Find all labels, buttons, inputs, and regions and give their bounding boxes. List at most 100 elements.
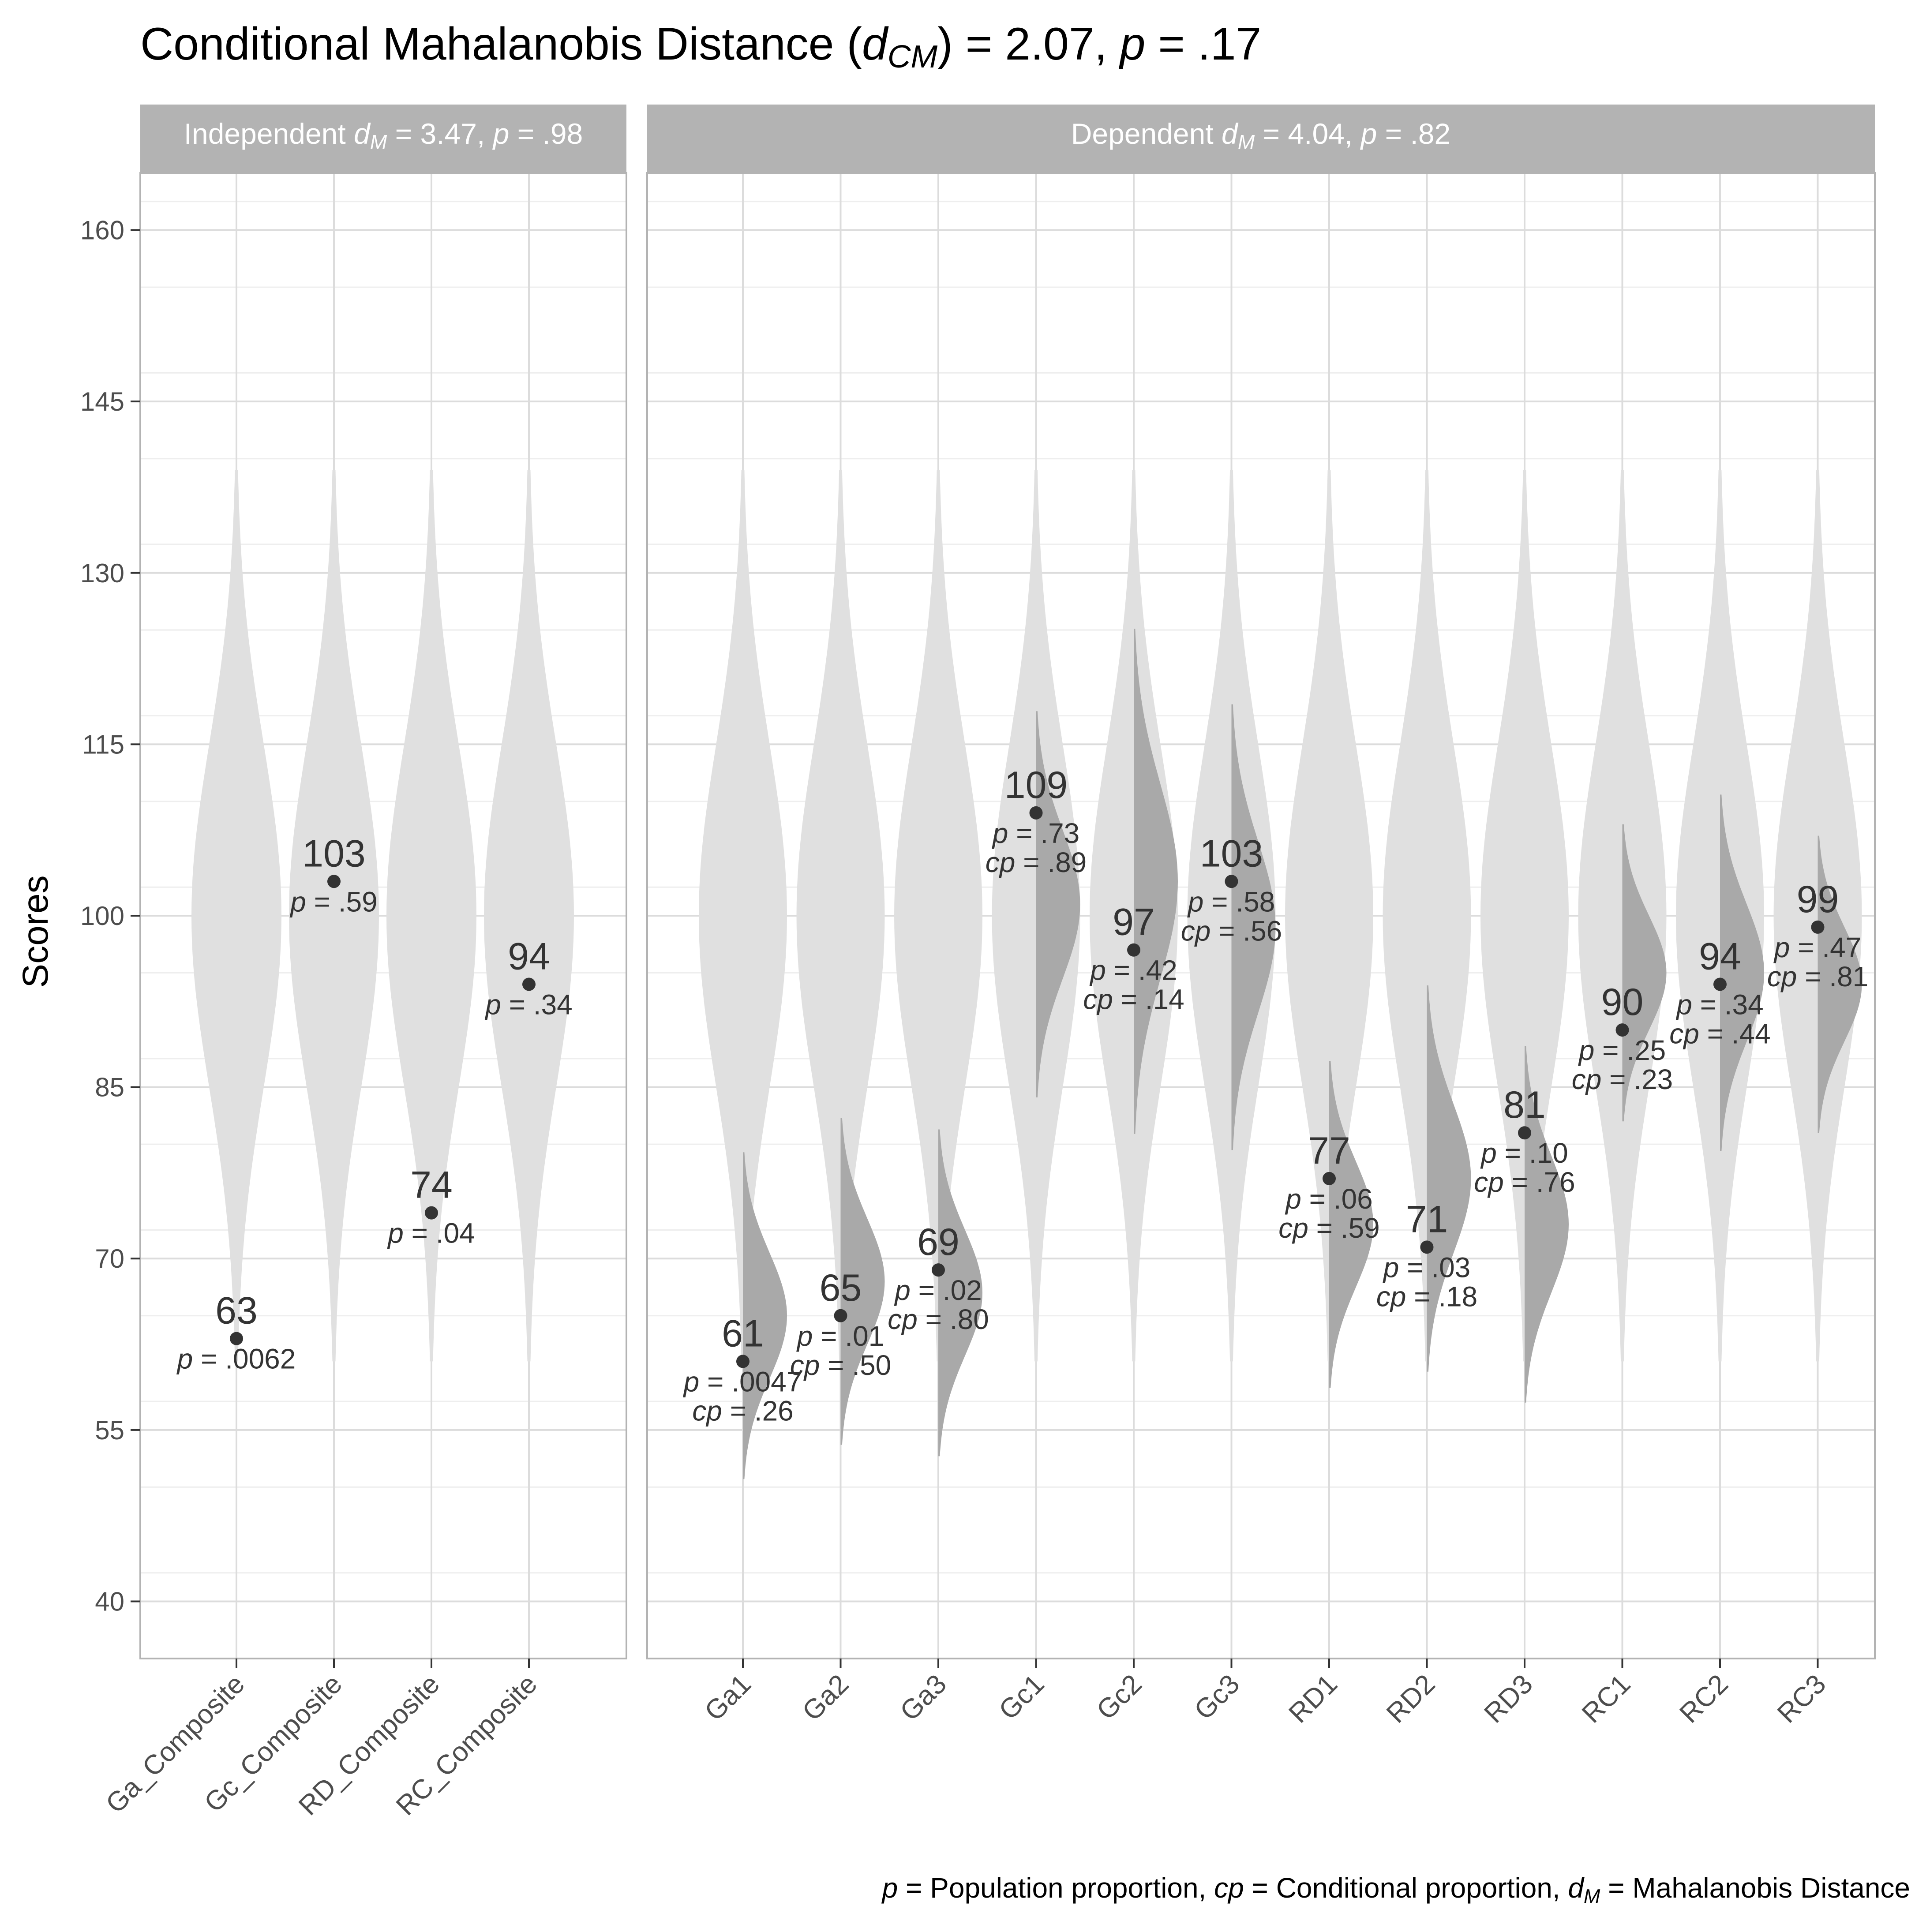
population-violin xyxy=(386,470,476,1362)
score-label: 63 xyxy=(215,1290,258,1332)
y-axis-label: Scores xyxy=(15,875,56,988)
score-point xyxy=(1420,1240,1434,1254)
strip-label-independent: Independent dM = 3.47, p = .98 xyxy=(184,117,583,154)
score-label: 74 xyxy=(410,1164,453,1206)
x-tick-label: Gc1 xyxy=(993,1669,1050,1726)
score-label: 109 xyxy=(1004,764,1068,806)
x-tick-label: RD3 xyxy=(1478,1669,1538,1729)
strip-label-dependent: Dependent dM = 4.04, p = .82 xyxy=(1071,117,1451,154)
score-label: 99 xyxy=(1797,878,1839,921)
x-tick-label: RC1 xyxy=(1576,1669,1636,1729)
x-tick-label: Gc2 xyxy=(1091,1669,1148,1726)
score-point xyxy=(932,1263,945,1277)
score-point xyxy=(1127,943,1140,957)
conditional-violin xyxy=(1622,824,1667,1122)
conditional-violin xyxy=(743,1152,787,1479)
y-tick-label: 145 xyxy=(80,387,124,416)
x-tick-label: Ga3 xyxy=(894,1669,952,1727)
population-violin xyxy=(894,470,982,1362)
population-violin xyxy=(484,470,574,1362)
y-tick-label: 40 xyxy=(95,1587,124,1616)
score-label: 94 xyxy=(1699,935,1741,977)
p-label: p = .01 xyxy=(796,1320,884,1352)
p-label: p = .0062 xyxy=(176,1343,296,1375)
p-label: p = .0047 xyxy=(683,1366,802,1397)
conditional-violin xyxy=(1720,794,1764,1151)
score-point xyxy=(1713,977,1727,991)
p-label: p = .42 xyxy=(1089,955,1177,986)
cp-label: cp = .89 xyxy=(986,846,1087,878)
conditional-violin xyxy=(938,1129,982,1456)
x-tick-label: Ga2 xyxy=(797,1669,855,1727)
p-label: p = .34 xyxy=(484,988,573,1020)
score-label: 71 xyxy=(1406,1198,1448,1240)
conditional-violin xyxy=(840,1118,885,1445)
score-point xyxy=(736,1355,750,1368)
score-label: 81 xyxy=(1503,1084,1546,1126)
p-label: p = .04 xyxy=(387,1217,475,1249)
cp-label: cp = .18 xyxy=(1376,1281,1478,1312)
x-tick-label: Ga1 xyxy=(699,1669,757,1727)
score-point xyxy=(834,1309,847,1322)
score-label: 97 xyxy=(1113,901,1155,944)
panel-border xyxy=(646,172,1876,1659)
score-point xyxy=(230,1332,243,1345)
conditional-violin xyxy=(1036,711,1080,1097)
p-label: p = .03 xyxy=(1383,1251,1471,1283)
y-tick-label: 115 xyxy=(82,730,124,759)
p-label: p = .25 xyxy=(1578,1034,1666,1066)
population-violin xyxy=(1383,470,1471,1362)
conditional-violin xyxy=(1818,835,1862,1133)
score-point xyxy=(1029,806,1043,820)
x-tick-label: RD2 xyxy=(1381,1669,1441,1729)
score-point xyxy=(1518,1126,1531,1140)
x-tick-label: RC3 xyxy=(1772,1669,1832,1729)
score-label: 94 xyxy=(508,935,550,977)
x-tick-label: Gc3 xyxy=(1188,1669,1245,1726)
strip-dependent: Dependent dM = 4.04, p = .82 xyxy=(647,105,1875,172)
y-tick-label: 130 xyxy=(80,558,124,588)
score-label: 69 xyxy=(917,1221,959,1263)
cp-label: cp = .56 xyxy=(1181,915,1282,947)
x-tick-label: RC2 xyxy=(1674,1669,1734,1729)
score-point xyxy=(1323,1172,1336,1185)
population-violin xyxy=(1285,470,1373,1362)
strip-bg-dependent xyxy=(647,105,1875,172)
conditional-violin xyxy=(1329,1061,1373,1388)
cp-label: cp = .76 xyxy=(1474,1166,1575,1198)
y-tick-label: 100 xyxy=(80,901,124,931)
p-label: p = .59 xyxy=(289,886,378,917)
p-label: p = .58 xyxy=(1187,886,1275,917)
score-point xyxy=(1811,920,1825,934)
score-point xyxy=(425,1206,438,1220)
chart-title: Conditional Mahalanobis Distance (dCM) =… xyxy=(140,19,1261,75)
conditional-violin xyxy=(1427,985,1471,1372)
y-tick-label: 160 xyxy=(80,216,124,245)
p-label: p = .34 xyxy=(1675,988,1764,1020)
cp-label: cp = .80 xyxy=(888,1303,989,1335)
chart-caption: p = Population proportion, cp = Conditio… xyxy=(881,1872,1910,1907)
p-label: p = .10 xyxy=(1480,1137,1568,1169)
score-point xyxy=(327,875,341,888)
p-label: p = .47 xyxy=(1773,932,1862,963)
cp-label: cp = .44 xyxy=(1669,1018,1771,1049)
y-tick-label: 85 xyxy=(95,1073,124,1102)
cp-label: cp = .81 xyxy=(1767,961,1869,992)
cp-label: cp = .26 xyxy=(692,1395,794,1427)
p-label: p = .73 xyxy=(992,817,1080,849)
p-label: p = .02 xyxy=(894,1274,982,1306)
population-violin xyxy=(289,470,379,1362)
cp-label: cp = .14 xyxy=(1083,984,1184,1015)
cp-label: cp = .23 xyxy=(1572,1063,1673,1095)
p-label: p = .06 xyxy=(1285,1183,1373,1215)
conditional-violin xyxy=(1134,629,1178,1134)
strip-bg-independent xyxy=(140,105,626,172)
score-label: 103 xyxy=(302,832,366,875)
cp-label: cp = .50 xyxy=(790,1349,892,1381)
population-violin xyxy=(796,470,885,1362)
population-violin xyxy=(699,470,787,1362)
score-label: 103 xyxy=(1200,832,1263,875)
cp-label: cp = .59 xyxy=(1278,1212,1380,1244)
